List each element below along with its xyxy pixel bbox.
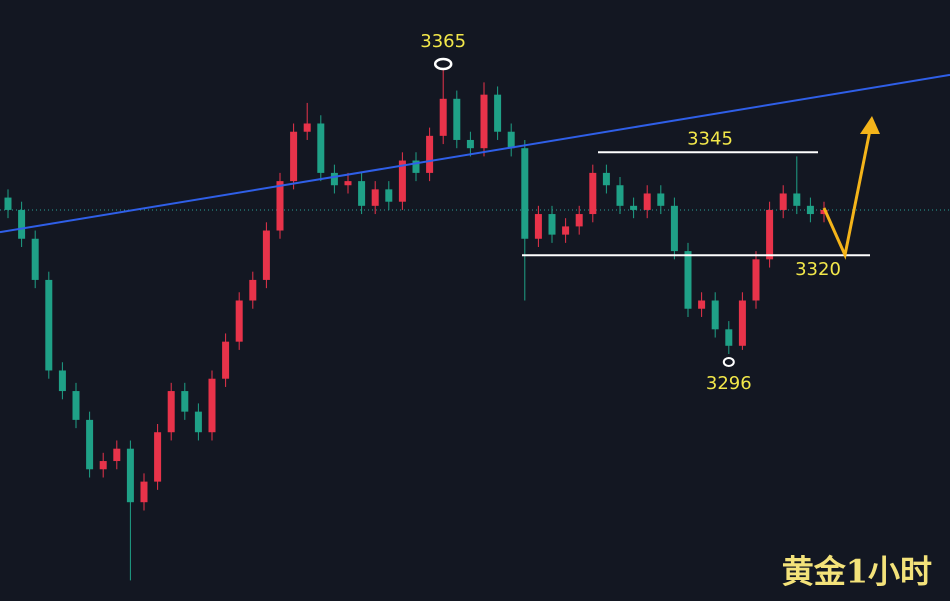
candle-body (154, 432, 162, 482)
candle-body (72, 391, 80, 420)
forecast-arrow (822, 119, 874, 260)
candle-body (18, 209, 26, 239)
candle-body (684, 251, 692, 309)
support-label: 3320 (795, 259, 841, 280)
candle-body (249, 279, 257, 301)
candle-body (575, 214, 583, 227)
candle-body (358, 181, 366, 206)
candle-body (562, 226, 570, 235)
candle-body (344, 181, 352, 186)
candle-body (113, 448, 121, 462)
trough-label: 3296 (706, 373, 752, 394)
candle-body (630, 205, 638, 210)
candle-body (616, 185, 624, 206)
candle-body (779, 193, 787, 210)
candle-body (534, 214, 542, 239)
candle-body (480, 94, 488, 149)
candle-body (208, 378, 216, 433)
candle-body (548, 214, 556, 235)
candle-body (670, 205, 678, 252)
candle-body (181, 391, 189, 412)
candle-body (643, 193, 651, 210)
candle-body (725, 329, 733, 346)
candle-body (262, 230, 270, 280)
watermark: 黄金1小时 (782, 553, 932, 591)
candle-body (589, 172, 597, 215)
trendline (0, 73, 950, 234)
arrow-head (860, 116, 880, 134)
candle-body (194, 411, 202, 433)
candle-body (439, 98, 447, 136)
candle-body (466, 139, 474, 149)
candle-body (806, 205, 814, 215)
candle-body (738, 300, 746, 346)
candle-body (371, 189, 379, 206)
candle-body (276, 181, 284, 231)
candle-body (222, 341, 230, 379)
candle-body (494, 94, 502, 132)
candle-body (317, 123, 325, 173)
candle-body (290, 131, 298, 182)
candle-body (58, 370, 66, 392)
candle-body (793, 193, 801, 206)
candle-body (711, 300, 719, 330)
peak-label: 3365 (420, 31, 466, 52)
candle-body (99, 461, 107, 470)
candle-body (657, 193, 665, 206)
candle-body (602, 172, 610, 186)
candle-body (521, 148, 529, 239)
peak-marker (433, 57, 453, 71)
candle-body (31, 238, 39, 280)
resistance-label: 3345 (687, 128, 733, 149)
candle-body (820, 209, 828, 215)
candle-body (507, 131, 515, 149)
candle-body (4, 197, 12, 210)
candle-body (303, 123, 311, 132)
candle-body (140, 481, 148, 503)
candle-body (45, 279, 53, 371)
candle-body (766, 209, 774, 260)
candle-body (126, 448, 134, 503)
candle-body (167, 391, 175, 433)
candle-body (330, 172, 338, 186)
candle-body (698, 300, 706, 309)
candle-body (86, 419, 94, 470)
candle-body (385, 189, 393, 202)
candle-body (453, 98, 461, 140)
trough-marker (722, 357, 735, 368)
candles (0, 69, 950, 581)
candle-body (412, 160, 420, 173)
candle-body (752, 259, 760, 301)
candle-body (398, 160, 406, 202)
candle-body (426, 135, 434, 173)
candle-body (235, 300, 243, 342)
